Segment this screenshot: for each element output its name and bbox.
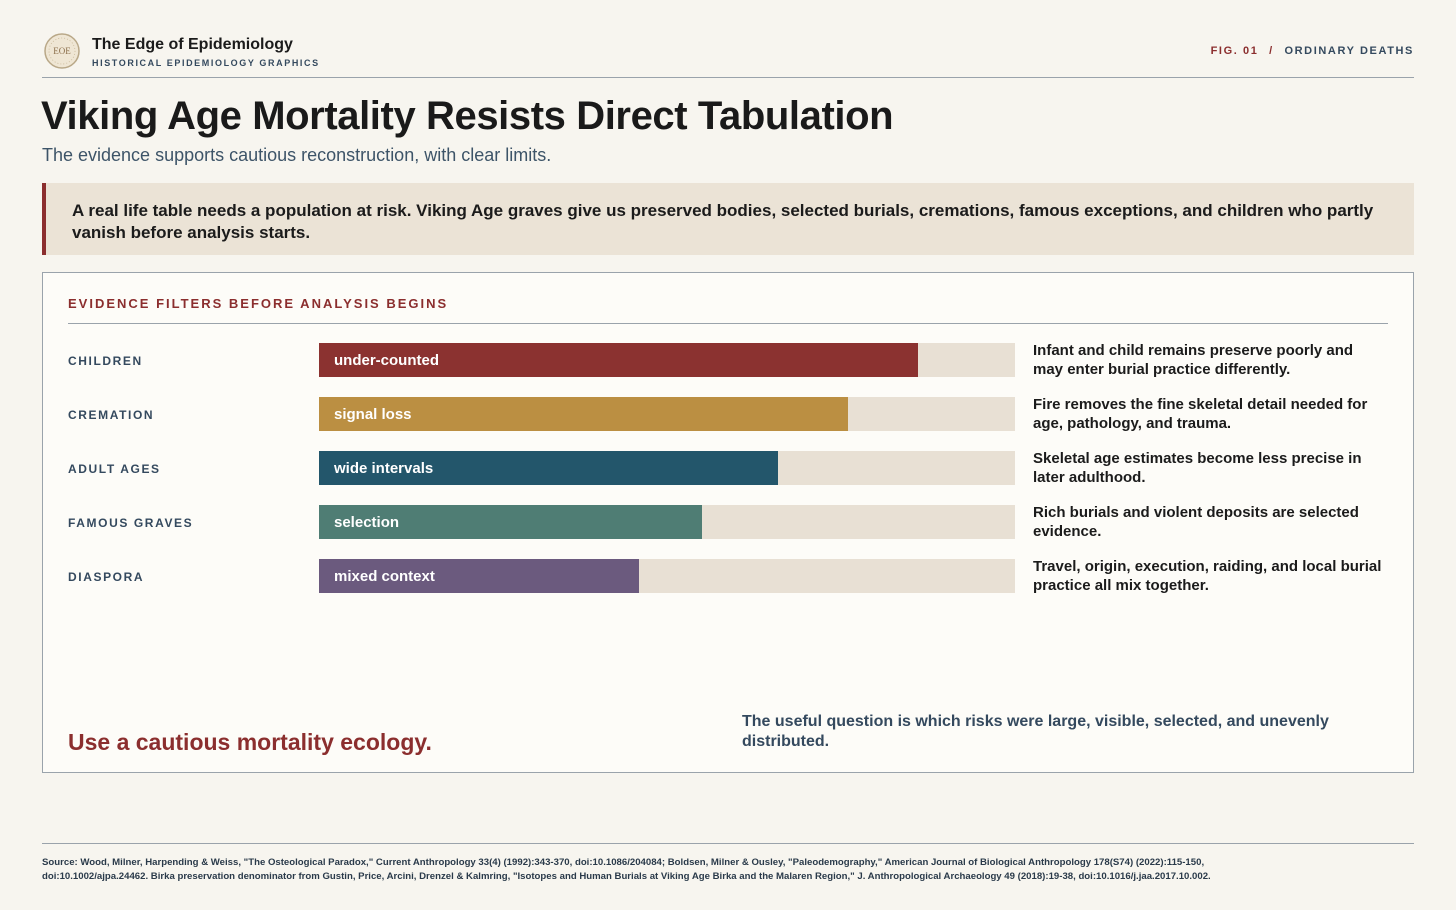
category-label: DIASPORA [68,570,145,584]
source-line: doi:10.1002/ajpa.24462. Birka preservati… [42,871,1211,882]
row-note: Skeletal age estimates become less preci… [1033,450,1362,486]
site-name: The Edge of Epidemiology [92,36,293,53]
category-label: ADULT AGES [68,462,161,476]
logo-text: EOE [53,46,71,56]
separator: / [1269,45,1274,57]
bar-track: selection [319,505,1015,539]
bar-label: mixed context [334,568,435,585]
callout-text: A real life table needs a population at … [72,201,1374,242]
bar [319,559,640,593]
bar-label: under-counted [334,352,439,369]
category-label: CREMATION [68,408,155,422]
row-note: Rich burials and violent deposits are se… [1033,504,1359,540]
tagline: HISTORICAL EPIDEMIOLOGY GRAPHICS [92,58,320,68]
chart-panel: EVIDENCE FILTERS BEFORE ANALYSIS BEGINS … [42,272,1414,773]
chart-rule [68,323,1388,324]
fig-number: FIG. 01 [1210,45,1259,57]
row-note: Infant and child remains preserve poorly… [1033,342,1354,378]
source: Source: Wood, Milner, Harpending & Weiss… [42,856,1211,884]
bar-label: signal loss [334,406,412,423]
section-name: ORDINARY DEATHS [1284,45,1414,57]
bar-track: wide intervals [319,451,1015,485]
row-note: Travel, origin, execution, raiding, and … [1033,558,1382,594]
footer-rule [42,843,1414,844]
bar-track: signal loss [319,397,1015,431]
category-label: CHILDREN [68,354,143,368]
bar-label: selection [334,514,400,531]
source-line: Source: Wood, Milner, Harpending & Weiss… [42,857,1205,868]
bar-label: wide intervals [334,460,434,477]
callout-box: A real life table needs a population at … [42,183,1414,255]
header-rule [42,77,1414,78]
bar-track: mixed context [319,559,1015,593]
page-title: Viking Age Mortality Resists Direct Tabu… [41,94,894,138]
row-note: Fire removes the fine skeletal detail ne… [1033,396,1368,432]
category-label: FAMOUS GRAVES [68,516,194,530]
bar [319,343,918,377]
takeaway: The useful question is which risks were … [742,713,1329,750]
subtitle: The evidence supports cautious reconstru… [42,145,552,165]
bar [319,451,779,485]
logo-badge: EOE [44,33,80,69]
chart-title: EVIDENCE FILTERS BEFORE ANALYSIS BEGINS [68,296,449,311]
bar [319,505,702,539]
conclusion: Use a cautious mortality ecology. [68,729,432,755]
figure-label: FIG. 01 / ORDINARY DEATHS [1211,45,1414,57]
bar [319,397,848,431]
bar-track: under-counted [319,343,1015,377]
